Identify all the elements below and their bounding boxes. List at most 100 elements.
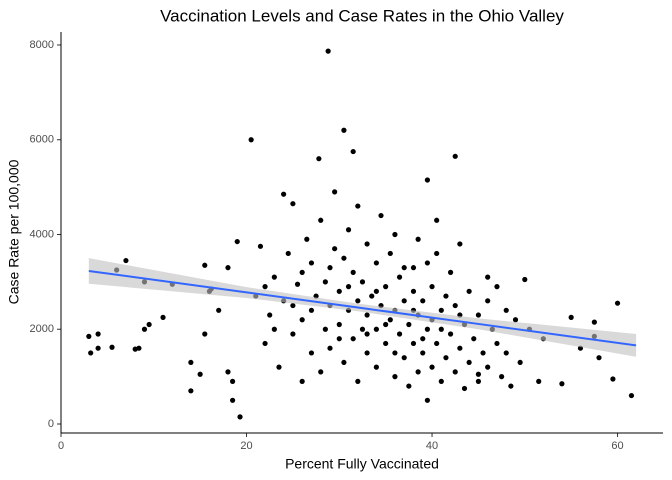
point — [383, 284, 389, 290]
point — [559, 381, 565, 387]
point — [512, 317, 519, 323]
point — [146, 321, 152, 328]
point — [410, 265, 417, 271]
point — [230, 378, 236, 384]
point — [86, 333, 92, 339]
point — [318, 369, 324, 375]
point — [536, 378, 542, 384]
point — [355, 378, 361, 384]
point — [406, 321, 412, 328]
point — [438, 326, 444, 332]
point — [522, 276, 528, 283]
point — [290, 201, 296, 207]
point — [336, 288, 342, 294]
point — [234, 238, 240, 245]
point — [341, 255, 347, 261]
point — [197, 371, 203, 377]
point — [308, 307, 315, 313]
point — [378, 212, 384, 219]
point — [350, 148, 356, 155]
point — [591, 319, 597, 325]
point — [327, 345, 333, 351]
point — [123, 257, 129, 264]
point — [257, 243, 264, 249]
point — [387, 317, 393, 323]
point — [434, 250, 440, 257]
x-tick-label: 40 — [426, 440, 438, 452]
point — [480, 350, 486, 356]
point — [392, 374, 398, 380]
point — [396, 331, 403, 337]
point — [359, 326, 366, 332]
point — [401, 298, 407, 304]
x-tick-label: 60 — [611, 440, 623, 452]
point — [308, 260, 315, 266]
point — [225, 265, 231, 271]
point — [434, 217, 440, 223]
point — [355, 298, 361, 304]
point — [438, 307, 444, 313]
x-tick-label: 0 — [58, 440, 64, 452]
point — [396, 274, 403, 280]
point — [336, 336, 342, 342]
point — [387, 250, 393, 257]
point — [88, 350, 94, 356]
point — [471, 336, 477, 342]
point — [406, 383, 412, 389]
y-tick-label: 4000 — [30, 228, 54, 240]
point — [373, 288, 379, 294]
point — [290, 331, 296, 337]
point — [325, 48, 331, 54]
point — [485, 298, 491, 304]
point — [308, 350, 315, 356]
point — [267, 312, 273, 318]
point — [332, 189, 338, 195]
point — [364, 312, 370, 318]
point — [322, 326, 328, 332]
point — [364, 350, 370, 356]
point — [327, 265, 333, 271]
point — [202, 331, 208, 337]
point — [216, 307, 222, 313]
point — [188, 388, 194, 394]
point — [332, 246, 338, 252]
point — [485, 274, 491, 280]
point — [415, 236, 421, 242]
point — [452, 369, 458, 375]
point — [318, 217, 324, 223]
point — [610, 376, 616, 382]
x-tick-label: 20 — [240, 440, 252, 452]
point — [415, 369, 421, 375]
point — [355, 203, 361, 209]
point — [299, 317, 305, 323]
point — [237, 414, 243, 420]
point — [248, 137, 254, 143]
point — [420, 298, 426, 304]
point — [494, 284, 500, 290]
y-tick-label: 8000 — [30, 39, 54, 51]
point — [230, 397, 236, 403]
point — [95, 345, 101, 351]
point — [341, 359, 347, 366]
point — [424, 260, 430, 266]
point — [109, 344, 115, 350]
point — [350, 269, 356, 275]
point — [614, 300, 621, 306]
point — [628, 392, 635, 399]
trend-line — [88, 269, 637, 347]
point — [401, 265, 407, 271]
y-tick-label: 6000 — [30, 134, 54, 146]
point — [429, 284, 435, 290]
point — [383, 340, 389, 347]
point — [276, 364, 282, 370]
point — [141, 326, 148, 332]
point — [461, 385, 468, 392]
point — [434, 340, 440, 347]
point — [373, 364, 379, 370]
point — [369, 293, 375, 299]
x-axis-title: Percent Fully Vaccinated — [285, 456, 439, 472]
point — [475, 378, 482, 384]
point — [271, 274, 277, 280]
point — [420, 336, 426, 342]
